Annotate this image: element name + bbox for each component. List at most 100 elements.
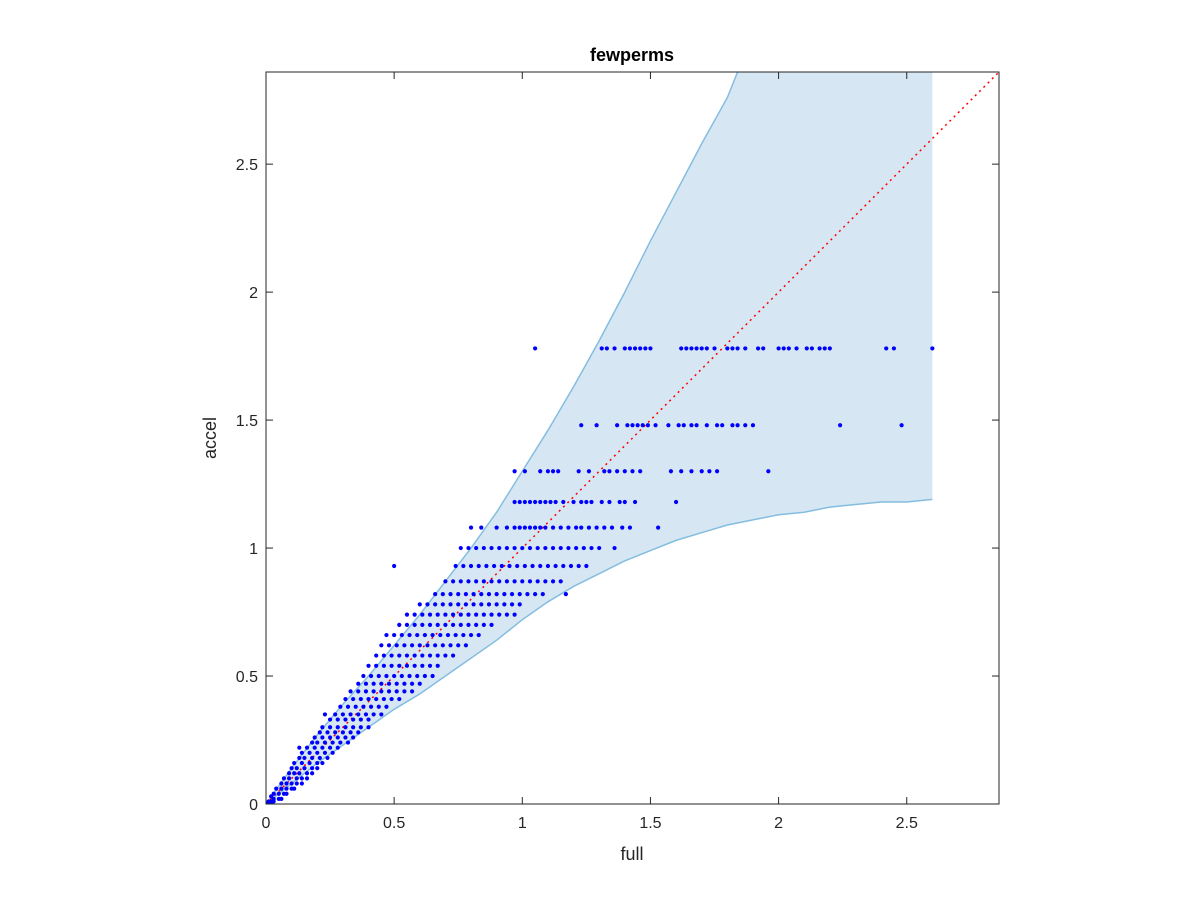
data-point (520, 545, 525, 551)
data-point (450, 653, 456, 658)
data-point (330, 750, 335, 755)
data-point (625, 423, 630, 428)
data-point (884, 346, 889, 351)
data-point (525, 592, 530, 597)
data-point (576, 563, 581, 569)
data-point (348, 730, 353, 735)
data-point (458, 545, 463, 551)
data-point (368, 704, 374, 709)
data-point (292, 771, 297, 776)
data-point (269, 794, 274, 799)
band-lower-edge (266, 498, 933, 804)
data-point (271, 799, 276, 804)
data-point (325, 730, 330, 735)
data-point (512, 545, 517, 551)
data-point (540, 592, 545, 597)
data-point (297, 745, 302, 750)
data-point (479, 525, 484, 530)
data-point (507, 563, 512, 569)
data-point (553, 563, 558, 569)
data-point (351, 735, 356, 740)
chart-title: fewperms (590, 45, 674, 65)
data-point (420, 653, 425, 658)
data-point (622, 346, 627, 351)
data-point (320, 725, 325, 730)
data-point (550, 545, 556, 551)
data-point (571, 499, 576, 505)
data-point (299, 750, 304, 755)
data-point (297, 771, 302, 776)
data-point (517, 499, 522, 505)
data-point (386, 681, 392, 686)
data-point (343, 696, 348, 702)
data-point (433, 602, 438, 607)
data-point (720, 423, 725, 428)
data-point (589, 545, 594, 551)
data-point (653, 423, 658, 428)
data-point (479, 602, 484, 607)
data-point (502, 602, 507, 607)
data-point (786, 346, 791, 351)
data-point (330, 740, 335, 745)
data-point (402, 681, 407, 686)
data-point (566, 545, 571, 551)
data-point (297, 755, 302, 761)
x-tick-label: 2 (774, 815, 783, 832)
data-point (563, 592, 568, 597)
data-point (356, 681, 361, 686)
y-tick-label: 0 (249, 797, 258, 814)
data-point (499, 563, 504, 569)
data-point (345, 704, 351, 709)
data-point (538, 499, 543, 505)
data-point (379, 689, 384, 694)
data-point (494, 602, 499, 607)
data-point (399, 632, 404, 638)
data-point (351, 717, 356, 722)
data-point (574, 525, 579, 530)
data-point (361, 704, 366, 709)
data-point (412, 612, 417, 617)
axes: 0 0.5 1 1.5 2 2.5 0 0.5 1 1.5 2 2.5 (236, 71, 1000, 832)
data-point (271, 791, 276, 796)
data-point (468, 632, 474, 638)
data-point (538, 525, 543, 530)
y-tick-label: 2.5 (236, 157, 258, 174)
data-point (617, 499, 622, 505)
data-point (489, 545, 494, 551)
data-point (415, 632, 420, 638)
data-point (384, 632, 389, 638)
data-point (384, 673, 389, 679)
data-point (335, 745, 340, 750)
data-point (515, 563, 520, 569)
data-point (584, 499, 589, 505)
data-point (412, 622, 417, 627)
data-point (481, 612, 486, 617)
data-point (504, 545, 510, 551)
data-point (376, 704, 381, 709)
data-point (317, 755, 322, 761)
data-point (461, 632, 466, 638)
data-point (412, 663, 417, 668)
x-tick-label: 1.5 (639, 815, 661, 832)
data-point (468, 525, 474, 530)
data-point (356, 730, 361, 735)
y-tick-label: 1.5 (236, 413, 258, 430)
data-point (409, 643, 415, 648)
data-point (535, 545, 540, 551)
data-point (284, 781, 289, 786)
data-point (335, 735, 340, 740)
data-point (776, 346, 781, 351)
data-point (351, 725, 356, 730)
data-point (761, 346, 766, 351)
data-point (494, 592, 499, 597)
data-point (427, 622, 433, 627)
data-point (589, 499, 594, 505)
data-point (453, 632, 458, 638)
data-point (522, 563, 527, 569)
data-point (489, 622, 494, 627)
data-point (276, 791, 281, 796)
data-point (512, 525, 517, 530)
data-points (266, 346, 935, 804)
data-point (379, 643, 384, 648)
